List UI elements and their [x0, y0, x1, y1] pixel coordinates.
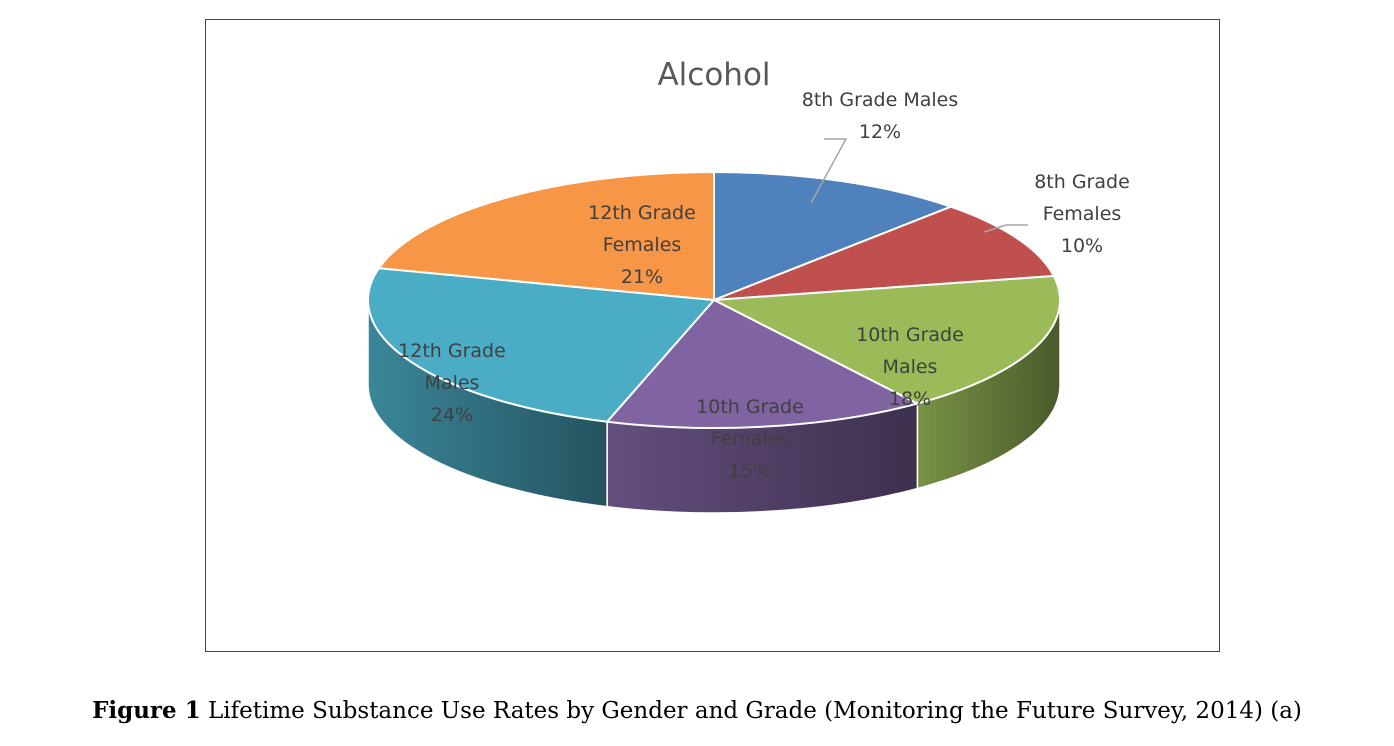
- slice-labels: 8th Grade Males 12% 8th Grade Females 10% 10t…: [398, 89, 1130, 482]
- slice-10th-grade-males: [713, 275, 1061, 405]
- pie-sides: [367, 299, 1061, 514]
- slice-12th-grade-males: [367, 267, 715, 423]
- slice-8th-grade-males: [713, 171, 952, 301]
- label-10th-grade-males: 10th Grade Males 18%: [856, 324, 964, 410]
- chart-title: Alcohol: [657, 57, 770, 93]
- pie-chart: 8th Grade Males 12% 8th Grade Females 10% 10t…: [367, 57, 1130, 514]
- pie-tops: [367, 171, 1061, 429]
- slice-12th-grade-females: [377, 171, 715, 301]
- label-10th-grade-females: 10th Grade Females 15%: [696, 396, 804, 482]
- chart-frame: 8th Grade Males 12% 8th Grade Females 10% 10t…: [205, 19, 1220, 652]
- figure-caption: Figure 1 Lifetime Substance Use Rates by…: [0, 697, 1394, 724]
- label-8th-grade-females: 8th Grade Females 10%: [1034, 171, 1130, 257]
- leader-lines: [810, 138, 1028, 233]
- leader-line-8th-grade-females: [983, 224, 1028, 233]
- slice-10th-grade-females: [606, 299, 919, 429]
- slice-8th-grade-females: [713, 205, 1055, 301]
- caption-text: Lifetime Substance Use Rates by Gender a…: [200, 698, 1302, 724]
- label-8th-grade-males: 8th Grade Males 12%: [802, 89, 959, 143]
- caption-prefix: Figure 1: [92, 697, 201, 724]
- label-12th-grade-females: 12th Grade Females 21%: [588, 202, 696, 288]
- label-12th-grade-males: 12th Grade Males 24%: [398, 340, 506, 426]
- leader-line-8th-grade-males: [810, 138, 848, 204]
